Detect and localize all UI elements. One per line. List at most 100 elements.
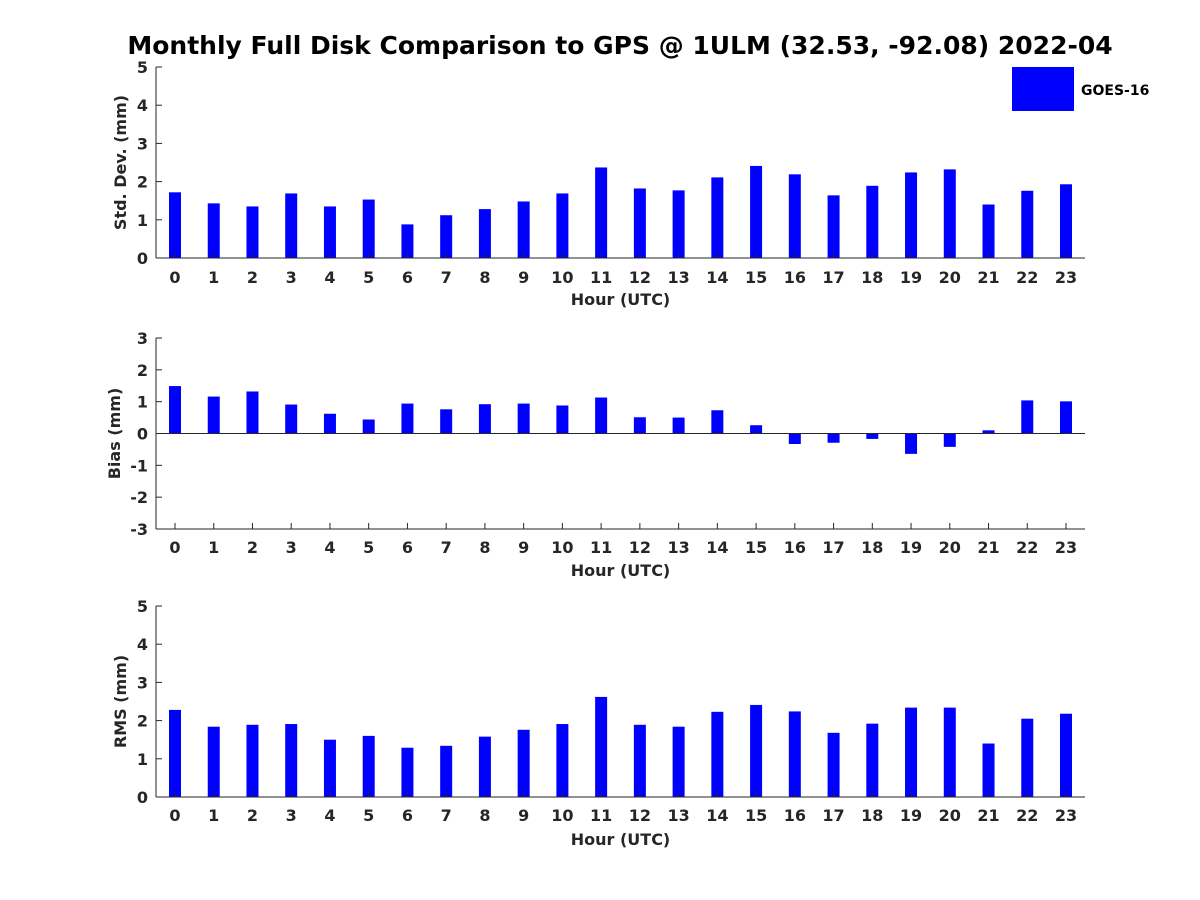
rms-x-tick-label: 12 xyxy=(629,806,651,825)
std-dev-bar xyxy=(362,199,375,258)
std-dev-bar xyxy=(943,169,956,258)
rms-bar xyxy=(827,732,840,797)
bias-x-tick-label: 22 xyxy=(1016,538,1038,557)
std-dev-bar xyxy=(285,193,298,258)
rms-y-tick-label: 0 xyxy=(137,788,148,807)
std-dev-y-tick-label: 1 xyxy=(137,211,148,230)
std-dev-bar xyxy=(982,204,995,258)
bias-bar xyxy=(750,425,763,434)
rms-bar xyxy=(517,729,530,797)
rms-bar xyxy=(169,709,181,797)
rms-bar xyxy=(866,723,879,797)
bias-bar xyxy=(207,396,220,434)
std-dev-x-tick-label: 13 xyxy=(667,268,689,287)
std-dev-x-tick-label: 0 xyxy=(169,268,180,287)
bias-bar xyxy=(788,433,801,445)
rms-bar xyxy=(905,707,918,797)
rms-bar xyxy=(982,743,995,797)
bias-x-tick-label: 23 xyxy=(1055,538,1077,557)
bias-bar xyxy=(323,413,336,434)
bias-bar xyxy=(633,417,646,434)
bias-bar xyxy=(440,409,453,434)
bias-bar xyxy=(711,410,724,434)
std-dev-bar xyxy=(905,172,918,258)
std-dev-bar xyxy=(750,165,763,258)
bias-x-tick-label: 7 xyxy=(441,538,452,557)
bias-x-tick-label: 13 xyxy=(667,538,689,557)
std-dev-x-axis-label: Hour (UTC) xyxy=(571,290,671,309)
std-dev-bar xyxy=(440,215,453,258)
rms-x-tick-label: 13 xyxy=(667,806,689,825)
std-dev-bar xyxy=(595,167,608,258)
rms-x-tick-label: 5 xyxy=(363,806,374,825)
std-dev-bar xyxy=(827,195,840,258)
rms-x-tick-label: 0 xyxy=(169,806,180,825)
std-dev-y-tick-label: 0 xyxy=(137,249,148,268)
std-dev-bar xyxy=(788,174,801,258)
rms-x-tick-label: 21 xyxy=(977,806,999,825)
std-dev-y-tick-label: 5 xyxy=(137,58,148,77)
std-dev-x-tick-label: 19 xyxy=(900,268,922,287)
std-dev-x-tick-label: 15 xyxy=(745,268,767,287)
std-dev-bar xyxy=(207,203,220,258)
std-dev-x-tick-label: 1 xyxy=(208,268,219,287)
rms-bar xyxy=(401,747,414,797)
bias-x-tick-label: 5 xyxy=(363,538,374,557)
rms-bar xyxy=(285,724,298,797)
bias-x-tick-label: 3 xyxy=(286,538,297,557)
bias-bar xyxy=(478,404,491,434)
bias-x-tick-label: 12 xyxy=(629,538,651,557)
bias-bar xyxy=(866,433,879,439)
bias-bar xyxy=(556,405,569,434)
std-dev-bar xyxy=(672,190,685,258)
rms-bar xyxy=(672,726,685,797)
std-dev-x-tick-label: 3 xyxy=(286,268,297,287)
rms-x-tick-label: 20 xyxy=(939,806,961,825)
bias-y-tick-label: -3 xyxy=(130,520,148,539)
bias-bar xyxy=(401,403,414,434)
rms-x-tick-label: 2 xyxy=(247,806,258,825)
bias-x-tick-label: 19 xyxy=(900,538,922,557)
std-dev-x-tick-label: 7 xyxy=(441,268,452,287)
rms-x-tick-label: 18 xyxy=(861,806,883,825)
bias-bar xyxy=(169,386,181,434)
chart-title: Monthly Full Disk Comparison to GPS @ 1U… xyxy=(127,31,1112,60)
rms-x-tick-label: 7 xyxy=(441,806,452,825)
legend: GOES-16 xyxy=(1012,67,1149,111)
std-dev-bar xyxy=(711,177,724,258)
std-dev-y-tick-label: 2 xyxy=(137,173,148,192)
bias-bar xyxy=(672,417,685,434)
std-dev-x-tick-label: 9 xyxy=(518,268,529,287)
rms-bar xyxy=(1021,718,1034,797)
bias-x-tick-label: 17 xyxy=(822,538,844,557)
std-dev-y-tick-label: 3 xyxy=(137,134,148,153)
std-dev-x-tick-label: 12 xyxy=(629,268,651,287)
bias-y-tick-label: 0 xyxy=(137,425,148,444)
std-dev-x-tick-label: 10 xyxy=(551,268,573,287)
std-dev-x-tick-label: 14 xyxy=(706,268,728,287)
std-dev-x-tick-label: 16 xyxy=(784,268,806,287)
std-dev-x-tick-label: 22 xyxy=(1016,268,1038,287)
rms-bar xyxy=(943,707,956,797)
bias-x-tick-label: 2 xyxy=(247,538,258,557)
std-dev-x-tick-label: 5 xyxy=(363,268,374,287)
std-dev-x-tick-label: 21 xyxy=(977,268,999,287)
rms-x-tick-label: 11 xyxy=(590,806,612,825)
bias-x-tick-label: 15 xyxy=(745,538,767,557)
bias-x-tick-label: 6 xyxy=(402,538,413,557)
std-dev-bar xyxy=(323,206,336,258)
bias-x-tick-label: 20 xyxy=(939,538,961,557)
rms-bar xyxy=(323,739,336,797)
bias-x-tick-label: 9 xyxy=(518,538,529,557)
bias-bar xyxy=(517,403,530,434)
bias-x-tick-label: 16 xyxy=(784,538,806,557)
bias-bar xyxy=(246,391,259,434)
rms-bar xyxy=(1060,713,1072,797)
rms-x-tick-label: 10 xyxy=(551,806,573,825)
std-dev-x-tick-label: 23 xyxy=(1055,268,1077,287)
std-dev-x-tick-label: 8 xyxy=(479,268,490,287)
rms-y-tick-label: 4 xyxy=(137,635,148,654)
std-dev-y-tick-label: 4 xyxy=(137,96,148,115)
bias-y-tick-label: 3 xyxy=(137,329,148,348)
